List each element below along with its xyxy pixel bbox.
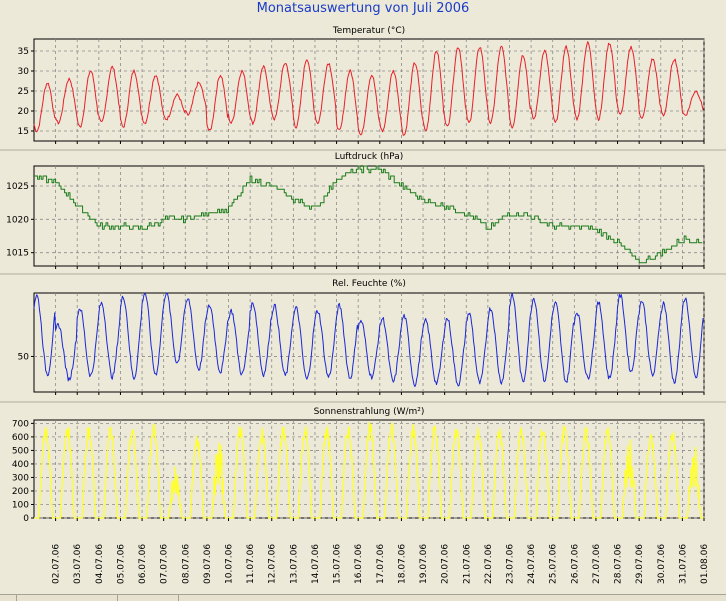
x-tick-label: 04.07.06 bbox=[95, 544, 105, 584]
panel-title: Luftdruck (hPa) bbox=[335, 152, 404, 162]
x-tick-label: 02.07.06 bbox=[52, 544, 62, 584]
y-tick-label: 600 bbox=[12, 433, 29, 443]
y-tick-label: 1015 bbox=[6, 249, 29, 259]
y-tick-label: 1020 bbox=[6, 215, 29, 225]
y-tick-label: 15 bbox=[18, 127, 29, 137]
x-tick-label: 31.07.06 bbox=[678, 544, 688, 584]
y-tick-label: 20 bbox=[18, 107, 30, 117]
y-tick-label: 500 bbox=[12, 446, 29, 456]
x-tick-label: 18.07.06 bbox=[397, 544, 407, 584]
x-tick-label: 15.07.06 bbox=[333, 544, 343, 584]
x-tick-label: 05.07.06 bbox=[117, 544, 127, 584]
y-tick-label: 700 bbox=[12, 419, 29, 429]
panel-title: Sonnenstrahlung (W/m²) bbox=[314, 407, 425, 417]
y-tick-label: 200 bbox=[12, 487, 29, 497]
x-tick-label: 13.07.06 bbox=[289, 544, 299, 584]
x-tick-label: 22.07.06 bbox=[484, 544, 494, 584]
x-tick-label: 08.07.06 bbox=[181, 544, 191, 584]
x-tick-label: 11.07.06 bbox=[246, 544, 256, 584]
y-tick-label: 300 bbox=[12, 473, 29, 483]
y-tick-label: 0 bbox=[23, 514, 29, 524]
x-tick-label: 17.07.06 bbox=[376, 544, 386, 584]
x-tick-label: 29.07.06 bbox=[635, 544, 645, 584]
y-tick-label: 100 bbox=[12, 500, 29, 510]
x-tick-label: 27.07.06 bbox=[592, 544, 602, 584]
panel-title: Temperatur (°C) bbox=[332, 26, 405, 36]
series-line bbox=[33, 41, 704, 136]
y-tick-label: 50 bbox=[18, 352, 30, 362]
x-tick-label: 20.07.06 bbox=[441, 544, 451, 584]
y-tick-label: 400 bbox=[12, 460, 29, 470]
status-bar-cell bbox=[0, 595, 17, 601]
plot-frame bbox=[33, 165, 705, 267]
x-tick-label: 06.07.06 bbox=[138, 544, 148, 584]
x-tick-label: 10.07.06 bbox=[225, 544, 235, 584]
x-tick-label: 25.07.06 bbox=[549, 544, 559, 584]
x-tick-label: 21.07.06 bbox=[462, 544, 472, 584]
x-tick-label: 07.07.06 bbox=[160, 544, 170, 584]
x-tick-label: 30.07.06 bbox=[657, 544, 667, 584]
x-tick-label: 16.07.06 bbox=[354, 544, 364, 584]
y-tick-label: 30 bbox=[18, 67, 30, 77]
x-tick-label: 12.07.06 bbox=[268, 544, 278, 584]
status-bar-cell bbox=[118, 595, 179, 601]
x-tick-label: 23.07.06 bbox=[506, 544, 516, 584]
x-tick-label: 26.07.06 bbox=[570, 544, 580, 584]
x-tick-label: 24.07.06 bbox=[527, 544, 537, 584]
y-tick-label: 35 bbox=[18, 47, 29, 57]
x-tick-label: 19.07.06 bbox=[419, 544, 429, 584]
y-tick-label: 25 bbox=[18, 87, 29, 97]
panel-title: Rel. Feuchte (%) bbox=[332, 279, 406, 289]
x-tick-label: 28.07.06 bbox=[614, 544, 624, 584]
series-line bbox=[33, 422, 704, 519]
y-tick-label: 1025 bbox=[6, 182, 29, 192]
x-tick-label: 09.07.06 bbox=[203, 544, 213, 584]
series-line bbox=[33, 292, 704, 388]
x-tick-label: 14.07.06 bbox=[311, 544, 321, 584]
x-tick-label: 03.07.06 bbox=[73, 544, 83, 584]
x-tick-label: 01.08.06 bbox=[700, 544, 710, 584]
status-bar-cell bbox=[17, 595, 118, 601]
status-bar bbox=[0, 594, 726, 601]
page-title: Monatsauswertung von Juli 2006 bbox=[256, 1, 470, 16]
series-line bbox=[34, 165, 703, 264]
